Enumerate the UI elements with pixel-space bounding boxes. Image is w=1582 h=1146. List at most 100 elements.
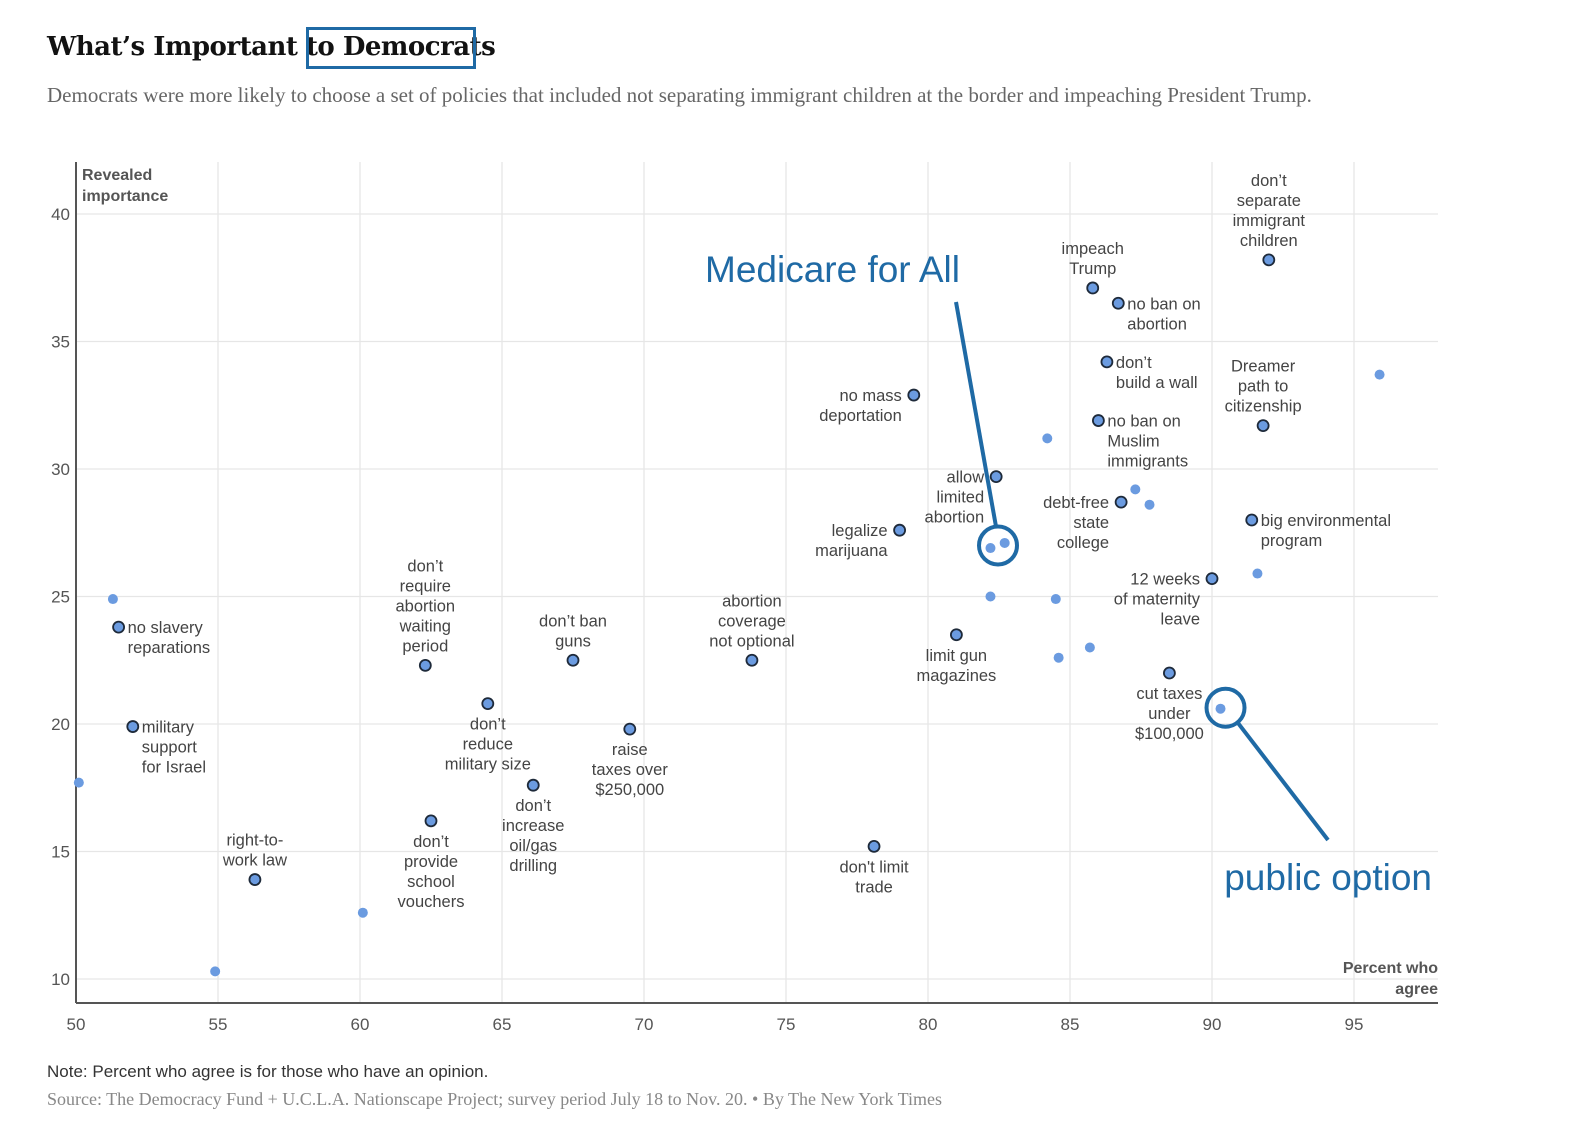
point-label: abortion coverage not optional — [709, 592, 794, 650]
point-label-line: no ban on — [1107, 413, 1180, 431]
data-point — [1053, 652, 1064, 663]
point-label-line: build a wall — [1116, 374, 1198, 392]
data-point-labeled — [745, 653, 759, 667]
data-point-labeled — [424, 814, 438, 828]
point-label-line: abortion — [722, 592, 782, 610]
point-label-line: no slavery — [128, 619, 204, 637]
annotations: Medicare for All public option — [705, 249, 1432, 898]
y-tick-label: 30 — [51, 460, 70, 479]
data-point-labeled — [418, 658, 432, 672]
point-label: cut taxes under $100,000 — [1135, 685, 1204, 743]
axes — [75, 162, 1438, 1004]
x-axis-title-line2: agree — [1395, 981, 1438, 998]
point-label-line: abortion — [1127, 315, 1187, 333]
data-point — [999, 537, 1010, 548]
point-label: no mass deportation — [819, 387, 902, 425]
y-tick-label: 35 — [51, 333, 70, 352]
x-tick-label: 65 — [493, 1015, 512, 1034]
point-label: don’t provide school vouchers — [398, 833, 465, 911]
point-label-line: school — [407, 873, 455, 891]
point-label-line: raise — [612, 741, 648, 759]
data-point-labeled — [1205, 572, 1219, 586]
data-point-labeled — [248, 873, 262, 886]
point-label-line: reparations — [128, 639, 211, 657]
point-label-line: program — [1261, 532, 1322, 550]
point-label-line: allow — [947, 469, 985, 487]
point-label-line: 12 weeks — [1130, 571, 1200, 589]
point-label-line: immigrants — [1107, 453, 1188, 471]
point-label-line: debt-free — [1043, 494, 1109, 512]
point-label-line: of maternity — [1114, 591, 1201, 609]
data-point-labeled — [112, 620, 125, 634]
y-tick-label: 10 — [51, 970, 70, 989]
point-label-line: increase — [502, 817, 564, 835]
y-tick-label: 20 — [51, 715, 70, 734]
point-label-line: don’t — [470, 716, 506, 734]
point-label: no ban on Muslim immigrants — [1107, 413, 1188, 471]
public-option-callout-line — [1236, 722, 1330, 842]
point-label-line: period — [402, 637, 448, 655]
point-label: debt-free state college — [1043, 494, 1109, 552]
point-label-line: don’t — [407, 557, 443, 575]
data-point-labeled — [907, 388, 921, 402]
data-point-labeled — [1111, 296, 1125, 310]
data-point-labeled — [1092, 414, 1105, 427]
point-label-line: don’t — [413, 833, 449, 851]
public-option-callout-label: public option — [1224, 857, 1432, 898]
point-label-line: reduce — [463, 736, 513, 754]
point-label: don’t reduce military size — [445, 716, 531, 774]
data-point-labeled — [1256, 419, 1270, 433]
point-label: right-to-work law — [222, 832, 287, 870]
data-point-labeled — [623, 722, 637, 736]
point-label: 12 weeks of maternity leave — [1114, 571, 1201, 629]
x-tick-label: 75 — [777, 1015, 796, 1034]
point-label-line: waiting — [399, 617, 451, 635]
data-point-labeled — [1100, 355, 1114, 369]
y-axis-title-line1: Revealed — [82, 167, 152, 184]
point-label-line: don’t ban — [539, 612, 607, 630]
point-label-line: no mass — [839, 387, 901, 405]
data-point-labeled — [481, 697, 495, 710]
x-tick-label: 90 — [1203, 1015, 1222, 1034]
point-label-line: coverage — [718, 612, 786, 630]
data-point — [1374, 369, 1385, 380]
point-label-line: require — [400, 577, 451, 595]
point-label-line: Trump — [1069, 260, 1116, 278]
point-label-line: legalize — [832, 522, 888, 540]
point-label-line: path to — [1238, 378, 1288, 396]
data-point-labeled — [989, 470, 1003, 484]
point-labels: no slavery reparations military support for … — [128, 172, 1391, 911]
point-label-line: military — [142, 719, 195, 737]
point-label-line: abortion — [395, 597, 455, 615]
point-label: military support for Israel — [142, 719, 206, 777]
x-tick-label: 50 — [67, 1015, 86, 1034]
medicare-callout-label: Medicare for All — [705, 249, 960, 290]
point-label-line: Dreamer — [1231, 358, 1296, 376]
point-label-line: not optional — [709, 632, 794, 650]
point-label-line: don’t — [1116, 354, 1152, 372]
point-label: Dreamer path to citizenship — [1225, 358, 1302, 416]
point-label: raise taxes over $250,000 — [592, 741, 669, 799]
data-point-labeled — [1163, 666, 1176, 680]
point-label-line: no ban on — [1127, 295, 1200, 313]
point-label-line: children — [1240, 232, 1298, 250]
data-point-labeled — [1262, 253, 1276, 267]
point-label-line: immigrant — [1233, 212, 1306, 230]
x-tick-label: 80 — [919, 1015, 938, 1034]
point-label-line: leave — [1161, 611, 1200, 629]
data-point — [1084, 642, 1095, 653]
title-highlight-box — [306, 27, 476, 69]
point-label-line: don’t — [515, 797, 551, 815]
data-point-labeled — [867, 840, 881, 853]
data-point — [1130, 484, 1141, 495]
point-label-line: vouchers — [398, 893, 465, 911]
point-label-line: trade — [855, 878, 893, 896]
data-point — [985, 591, 996, 602]
point-label-line: college — [1057, 534, 1109, 552]
point-label-line: separate — [1237, 192, 1301, 210]
chart-subtitle: Democrats were more likely to choose a s… — [47, 83, 1312, 107]
data-point-labeled — [1245, 513, 1259, 527]
point-label: impeach Trump — [1062, 240, 1124, 278]
medicare-highlight-circle — [977, 524, 1019, 567]
point-label-line: state — [1073, 514, 1109, 532]
